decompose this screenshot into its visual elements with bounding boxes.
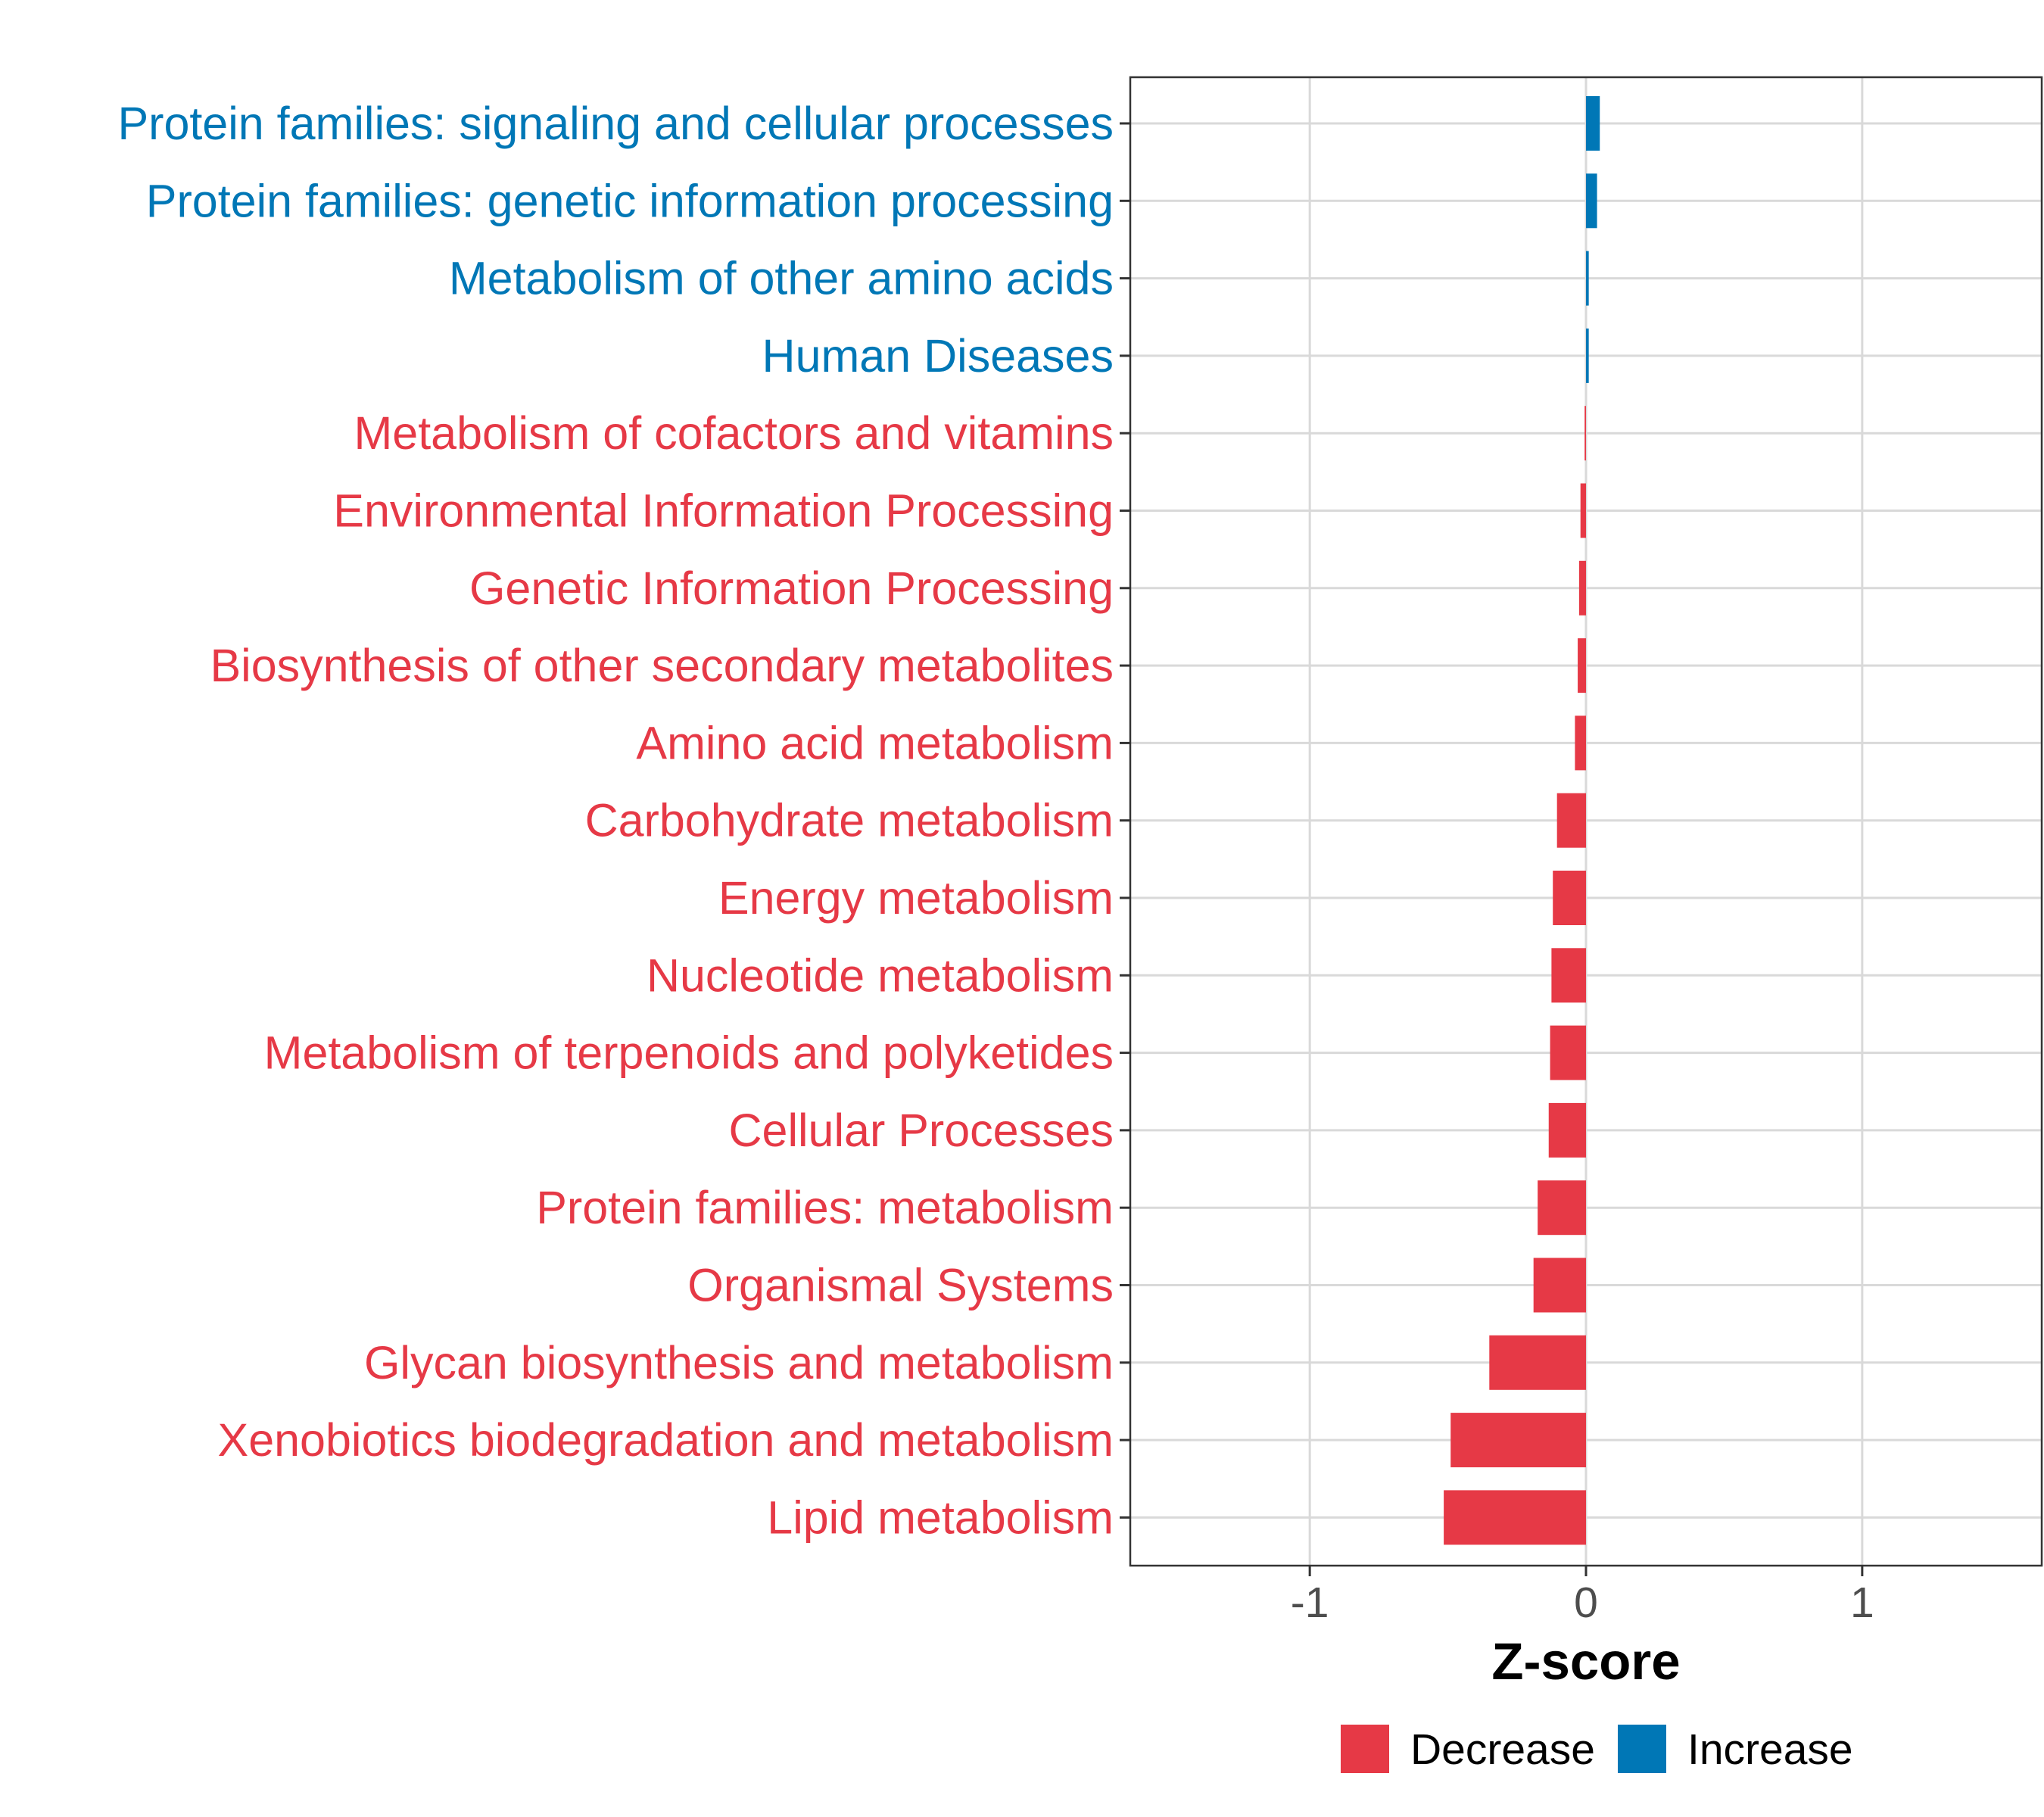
y-axis-labels: Protein families: signaling and cellular… xyxy=(117,98,1114,1543)
bar xyxy=(1533,1258,1586,1313)
bar xyxy=(1538,1180,1586,1236)
y-axis-ticks xyxy=(1120,122,1130,1519)
category-label: Metabolism of cofactors and vitamins xyxy=(354,407,1114,459)
category-label: Organismal Systems xyxy=(687,1260,1114,1311)
bar xyxy=(1586,251,1589,306)
category-label: Protein families: signaling and cellular… xyxy=(117,98,1114,149)
category-label: Carbohydrate metabolism xyxy=(585,795,1114,846)
bar xyxy=(1578,638,1586,693)
bar xyxy=(1450,1413,1586,1468)
x-axis-title: Z-score xyxy=(1491,1632,1680,1691)
category-label: Energy metabolism xyxy=(718,872,1114,924)
legend-swatch-increase xyxy=(1618,1725,1666,1773)
x-tick-label: -1 xyxy=(1291,1579,1329,1627)
x-axis-ticks: -1 0 1 xyxy=(1291,1566,1874,1627)
category-label: Glycan biosynthesis and metabolism xyxy=(364,1337,1114,1388)
category-label: Metabolism of terpenoids and polyketides xyxy=(264,1027,1114,1079)
category-label: Human Diseases xyxy=(762,330,1114,382)
legend-swatch-decrease xyxy=(1341,1725,1389,1773)
bar xyxy=(1586,328,1589,383)
bar xyxy=(1550,1025,1586,1080)
category-label: Protein families: metabolism xyxy=(536,1182,1114,1233)
legend-label-increase: Increase xyxy=(1687,1725,1853,1774)
category-label: Biosynthesis of other secondary metaboli… xyxy=(210,640,1114,691)
legend-label-decrease: Decrease xyxy=(1410,1725,1595,1774)
bar xyxy=(1556,793,1586,848)
bar xyxy=(1444,1490,1586,1545)
bar xyxy=(1578,560,1586,616)
category-label: Genetic Information Processing xyxy=(469,563,1114,614)
category-label: Metabolism of other amino acids xyxy=(449,253,1114,304)
bar xyxy=(1489,1335,1586,1390)
category-label: Protein families: genetic information pr… xyxy=(146,175,1114,226)
legend: Decrease Increase xyxy=(1341,1725,1853,1774)
category-label: Lipid metabolism xyxy=(767,1491,1114,1543)
bar xyxy=(1580,483,1586,538)
bar xyxy=(1586,173,1597,229)
bar xyxy=(1551,948,1586,1003)
bars xyxy=(1444,96,1600,1545)
bar xyxy=(1553,871,1586,925)
category-label: Nucleotide metabolism xyxy=(647,949,1114,1001)
bar xyxy=(1575,715,1586,771)
x-tick-label: 1 xyxy=(1850,1579,1874,1627)
category-label: Xenobiotics biodegradation and metabolis… xyxy=(218,1414,1114,1466)
category-label: Cellular Processes xyxy=(728,1105,1114,1156)
bar xyxy=(1548,1102,1586,1158)
category-label: Amino acid metabolism xyxy=(636,717,1114,768)
x-tick-label: 0 xyxy=(1574,1579,1598,1627)
bar xyxy=(1584,406,1586,461)
bar xyxy=(1586,96,1600,151)
category-label: Environmental Information Processing xyxy=(333,485,1114,537)
